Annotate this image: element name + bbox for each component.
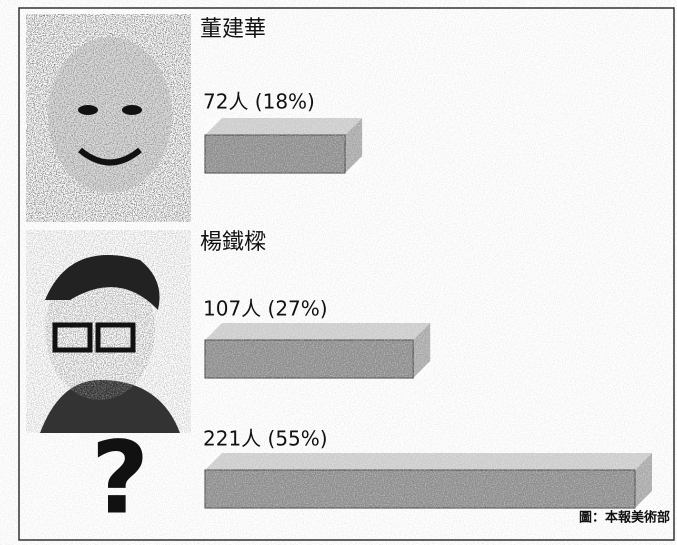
portrait — [26, 230, 191, 433]
value-label: 72人 (18%) — [203, 90, 315, 114]
value-label: 107人 (27%) — [203, 297, 328, 321]
source-note: 圖：本報美術部 — [579, 510, 670, 526]
bar-grain — [205, 323, 431, 378]
portrait — [26, 14, 191, 222]
category-label: 董建華 — [200, 17, 266, 42]
category-label: 楊鐵樑 — [200, 230, 266, 255]
value-label: 221人 (55%) — [203, 427, 328, 451]
bar-grain — [205, 453, 652, 508]
category-label: ? — [91, 419, 149, 536]
frame — [18, 7, 675, 541]
bar-grain — [205, 118, 363, 173]
